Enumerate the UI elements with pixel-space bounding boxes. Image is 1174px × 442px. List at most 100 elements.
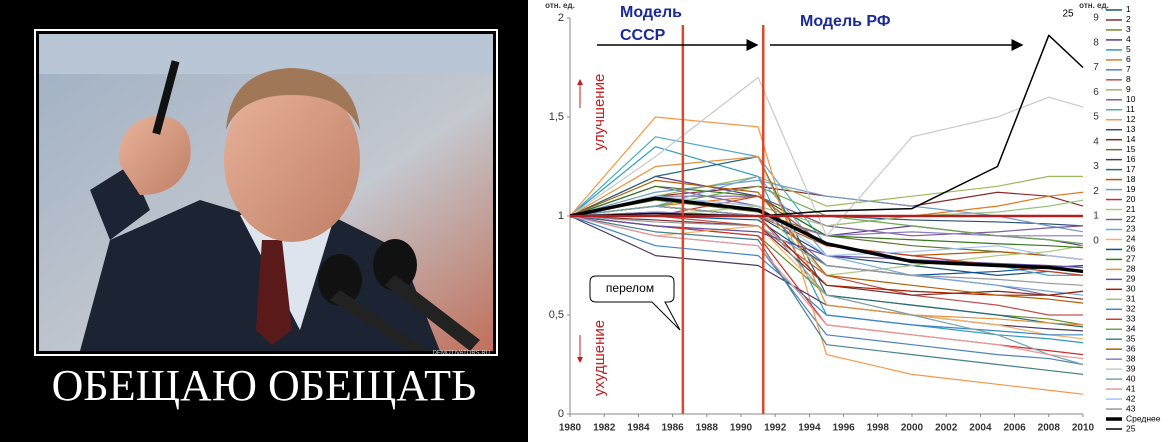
legend-label: 22: [1126, 214, 1136, 224]
legend-label: 6: [1126, 54, 1131, 64]
legend-label: 8: [1126, 74, 1131, 84]
y-tick-label: 1,5: [549, 111, 564, 123]
x-tick-label: 2006: [1003, 423, 1026, 434]
series-label: 25: [1062, 9, 1074, 20]
x-tick-label: 1980: [559, 423, 582, 434]
legend-label: 4: [1126, 34, 1131, 44]
annotation: ухудшение: [591, 320, 608, 396]
poster: DEMOTIVATORS.RU ОБЕЩАЮ ОБЕЩАТЬ: [0, 0, 528, 442]
series-line: [569, 34, 1084, 217]
watermark: DEMOTIVATORS.RU: [433, 351, 490, 357]
y2-tick-label: 7: [1093, 62, 1099, 73]
legend-label: 17: [1126, 164, 1136, 174]
y-tick-label: 1: [558, 210, 564, 222]
plot: [569, 25, 1084, 414]
y2-tick-label: 4: [1093, 136, 1099, 147]
y-tick-label: 0,5: [549, 309, 564, 321]
legend-label: 9: [1126, 84, 1131, 94]
x-tick-label: 1982: [593, 423, 616, 434]
legend-label: 20: [1126, 194, 1136, 204]
legend-label: 36: [1126, 343, 1136, 353]
series-line: [569, 215, 1083, 336]
legend-label: 7: [1126, 64, 1131, 74]
series-line: [569, 185, 1084, 245]
series-line: [569, 179, 1084, 233]
legend-label: 19: [1126, 184, 1136, 194]
legend-label: 13: [1126, 124, 1136, 134]
legend-label: 43: [1126, 403, 1136, 413]
series-line: [569, 156, 1084, 328]
legend-label: 11: [1126, 104, 1135, 114]
legend-label: 23: [1126, 224, 1136, 234]
x-tick-label: 1990: [730, 423, 753, 434]
series-line: [570, 215, 1083, 316]
y2-tick-label: 6: [1093, 87, 1099, 98]
series-line: [569, 179, 1084, 304]
x-tick-label: 2000: [901, 423, 924, 434]
x-tick-label: 2008: [1038, 423, 1061, 434]
x-tick-label: 2004: [969, 423, 992, 434]
legend-label: 21: [1126, 204, 1136, 214]
legend-label: 40: [1126, 373, 1136, 383]
series-line: [569, 116, 1084, 395]
x-tick-label: 1988: [696, 423, 719, 434]
x-tick-label: 1992: [764, 423, 787, 434]
legend-label: 1: [1126, 4, 1131, 14]
legend-label: 16: [1126, 154, 1136, 164]
legend-label: 24: [1126, 234, 1136, 244]
legend-label: 25: [1126, 423, 1136, 433]
x-tick-label: 1998: [867, 423, 890, 434]
legend-label: 29: [1126, 274, 1136, 284]
x-tick-label: 2010: [1072, 423, 1095, 434]
series-line: [569, 215, 1084, 300]
y2-tick-label: 8: [1093, 37, 1099, 48]
y-tick-label: 0: [558, 408, 564, 420]
legend-label: 32: [1126, 304, 1136, 314]
legend-label: 12: [1126, 114, 1136, 124]
series-line: [569, 76, 1084, 237]
series-line: [569, 185, 1084, 249]
x-tick-label: 1986: [661, 423, 684, 434]
legend-label: 31: [1126, 294, 1136, 304]
annotation: улучшение: [591, 74, 608, 151]
y2-tick-label: 0: [1093, 235, 1099, 246]
series-line: [569, 195, 1084, 237]
caption: ОБЕЩАЮ ОБЕЩАТЬ: [52, 361, 477, 410]
y2-tick-label: 5: [1093, 112, 1099, 123]
y2-axis-label: отн. ед.: [1079, 1, 1109, 10]
y2-tick-label: 1: [1093, 211, 1099, 222]
legend-label: 35: [1126, 333, 1136, 343]
chart-background: [528, 0, 1174, 442]
legend-label: 26: [1126, 244, 1136, 254]
x-tick-label: 1996: [832, 423, 855, 434]
series-line: [569, 215, 1084, 286]
series-line: [569, 215, 1084, 360]
series-line: [569, 196, 1084, 274]
legend-label: 42: [1126, 393, 1136, 403]
legend-label: 3: [1126, 24, 1131, 34]
legend-label: 33: [1126, 314, 1136, 324]
series-line: [569, 156, 1084, 326]
callout: [589, 275, 681, 331]
legend-label: 27: [1126, 254, 1136, 264]
legend-label: 18: [1126, 174, 1136, 184]
legend-label: 38: [1126, 353, 1136, 363]
legend-label: 10: [1126, 94, 1136, 104]
series-line: [569, 211, 1083, 237]
series-line: [569, 205, 1084, 366]
legend-label: Среднее: [1126, 413, 1161, 423]
series-line: [569, 215, 1084, 269]
legend-label: 15: [1126, 144, 1136, 154]
y2-tick-label: 9: [1093, 13, 1099, 24]
chart: отн. ед. отн. ед. Модель СССР Модель РФ …: [528, 0, 1174, 442]
y-tick-label: 2: [558, 12, 564, 24]
annotation: Модель: [620, 4, 682, 21]
x-tick-label: 1994: [798, 423, 821, 434]
annotation: СССР: [620, 27, 666, 44]
y2-tick-label: 2: [1093, 186, 1099, 197]
y-axis-label: отн. ед.: [545, 1, 575, 10]
photo: [39, 34, 493, 351]
y2-tick-label: 3: [1093, 161, 1099, 172]
legend-label: 2: [1126, 14, 1131, 24]
